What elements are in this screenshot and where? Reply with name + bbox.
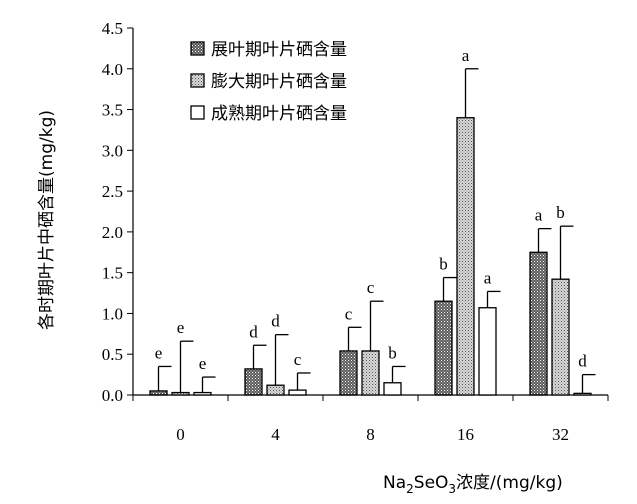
x-axis-title-unit: 浓度/(mg/kg) <box>456 473 563 493</box>
bar <box>339 350 358 396</box>
significance-letter: e <box>177 318 185 337</box>
y-tick-label: 1.5 <box>102 264 123 283</box>
legend-label: 膨大期叶片硒含量 <box>211 72 347 92</box>
significance-letter: c <box>367 278 375 297</box>
x-axis-title-seo: SeO <box>414 473 449 493</box>
significance-letter: e <box>155 343 163 362</box>
legend-swatch <box>190 41 205 56</box>
bar <box>551 278 570 396</box>
y-tick-label: 0.0 <box>102 386 123 405</box>
legend-swatch <box>190 105 205 120</box>
y-axis-title: 各时期叶片中硒含量(mg/kg) <box>37 110 57 330</box>
x-axis-title-na: Na <box>383 473 406 493</box>
x-axis-title: Na2SeO3浓度/(mg/kg) <box>383 473 563 496</box>
significance-letter: e <box>199 354 207 373</box>
y-tick-label: 4.5 <box>102 19 123 38</box>
bar <box>383 382 402 396</box>
bar <box>266 384 285 396</box>
bars <box>149 117 592 396</box>
y-tick-label: 1.0 <box>102 304 123 323</box>
legend-swatch <box>190 73 205 88</box>
x-tick-label: 0 <box>176 425 185 444</box>
significance-letter: d <box>249 322 258 341</box>
x-axis-title-sub2: 3 <box>448 482 456 496</box>
significance-letter: c <box>345 304 353 323</box>
y-tick-label: 3.0 <box>102 141 123 160</box>
bar <box>573 392 592 396</box>
bar <box>434 300 453 396</box>
bar <box>171 391 190 396</box>
significance-letter: a <box>462 46 470 65</box>
y-tick-label: 4.0 <box>102 60 123 79</box>
x-tick-label: 16 <box>457 425 474 444</box>
error-bars <box>157 68 596 394</box>
significance-letter: d <box>578 352 587 371</box>
legend-label: 成熟期叶片硒含量 <box>211 103 347 124</box>
significance-letter: d <box>271 312 280 331</box>
bar <box>288 389 307 396</box>
significance-letter: c <box>294 350 302 369</box>
bar <box>456 117 475 396</box>
significance-letter: b <box>439 255 448 274</box>
axes: 0.0 0.5 1.0 1.5 2.0 2.5 3.0 3.5 4.0 4.5 0 4 8 16 32 <box>102 19 609 444</box>
significance-letter: a <box>484 268 492 287</box>
x-axis-title-sub1: 2 <box>406 482 414 496</box>
bar <box>529 251 548 396</box>
bar <box>149 390 168 396</box>
legend-label: 展叶期叶片硒含量 <box>211 40 347 60</box>
y-tick-label: 3.5 <box>102 101 123 120</box>
bar <box>244 368 263 396</box>
significance-letter: a <box>535 206 543 225</box>
bar <box>478 307 497 396</box>
x-tick-label: 4 <box>271 425 280 444</box>
y-tick-label: 2.0 <box>102 223 123 242</box>
x-tick-label: 8 <box>366 425 375 444</box>
significance-letter: b <box>556 203 565 222</box>
y-tick-label: 2.5 <box>102 182 123 201</box>
bar <box>193 391 212 396</box>
significance-letter: b <box>388 343 397 362</box>
y-tick-label: 0.5 <box>102 345 123 364</box>
x-tick-label: 32 <box>552 425 569 444</box>
bar <box>361 350 380 396</box>
